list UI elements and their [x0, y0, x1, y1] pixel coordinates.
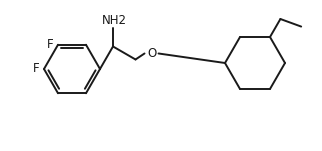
Text: F: F	[47, 38, 54, 51]
Text: O: O	[147, 47, 156, 60]
Text: NH2: NH2	[101, 14, 127, 27]
Text: F: F	[33, 63, 40, 76]
